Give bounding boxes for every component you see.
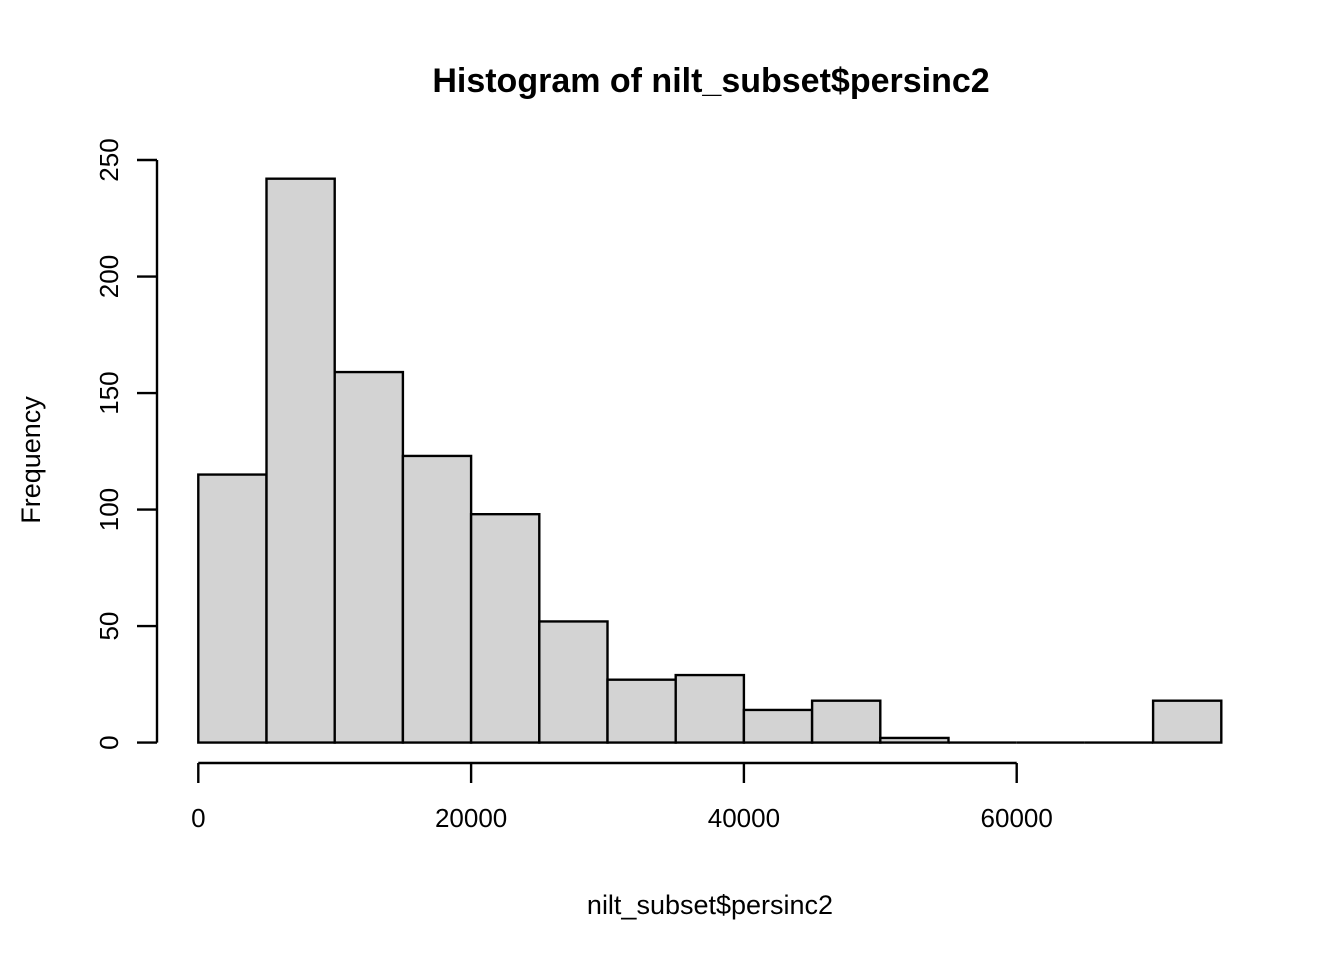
histogram-bars-group — [197, 177, 1223, 744]
x-tick-label: 20000 — [435, 803, 507, 833]
histogram-bar — [1151, 699, 1223, 744]
y-tick-label: 0 — [94, 735, 124, 749]
y-tick-label: 100 — [94, 488, 124, 531]
histogram-bar — [469, 513, 541, 744]
histogram-bar — [742, 708, 814, 744]
y-axis-title: Frequency — [16, 396, 46, 524]
histogram-bar — [538, 620, 609, 744]
x-tick-label: 40000 — [708, 803, 780, 833]
histogram-bar — [401, 454, 473, 744]
y-tick-label: 200 — [94, 255, 124, 298]
histogram-bar — [879, 736, 950, 744]
chart-title: Histogram of nilt_subset$persinc2 — [432, 62, 989, 100]
y-tick-label: 250 — [94, 138, 124, 181]
x-axis-title: nilt_subset$persinc2 — [587, 890, 833, 920]
y-tick-label: 150 — [94, 371, 124, 414]
histogram-bar — [265, 177, 336, 744]
histogram-bar — [674, 673, 746, 744]
histogram-bar — [197, 473, 268, 744]
histogram-bar — [606, 678, 677, 744]
histogram-bar — [810, 699, 882, 744]
y-tick-label: 50 — [94, 612, 124, 641]
histogram-bar — [333, 370, 405, 744]
axes-group: 0 50 100 150 200 250 0 20000 40000 60000 — [94, 138, 1053, 833]
x-tick-label: 60000 — [981, 803, 1053, 833]
x-tick-label: 0 — [191, 803, 205, 833]
